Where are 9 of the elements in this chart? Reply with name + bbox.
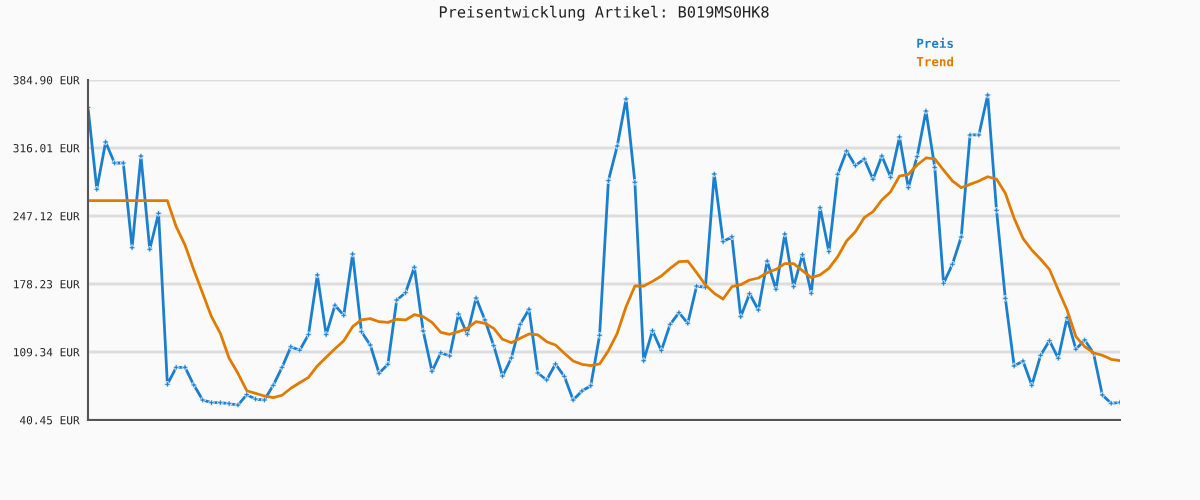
y-tick-label: 247.12 EUR bbox=[13, 212, 80, 221]
y-tick-label: 316.01 EUR bbox=[13, 144, 80, 153]
text: Preis bbox=[917, 37, 953, 48]
y-tick-label: 384.90 EUR bbox=[13, 76, 80, 85]
text: Trend bbox=[916, 56, 954, 67]
y-tick-label: 178.23 EUR bbox=[14, 280, 80, 289]
y-tick-label: 109.34 EUR bbox=[14, 348, 80, 357]
chart-title: Preisentwicklung Artikel: B019MS0HK8 bbox=[439, 5, 769, 21]
y-tick-label: 40.45 EUR bbox=[20, 416, 80, 425]
